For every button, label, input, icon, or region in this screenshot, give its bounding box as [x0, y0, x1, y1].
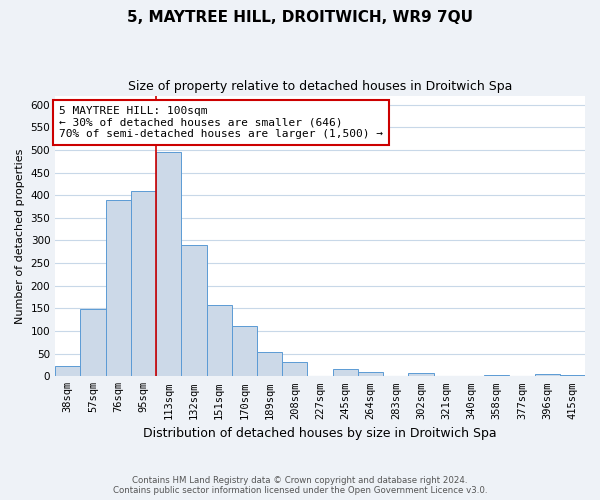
Bar [332, 369, 358, 376]
Text: 5, MAYTREE HILL, DROITWICH, WR9 7QU: 5, MAYTREE HILL, DROITWICH, WR9 7QU [127, 10, 473, 25]
Bar [206, 305, 232, 376]
Y-axis label: Number of detached properties: Number of detached properties [15, 148, 25, 324]
Bar [232, 326, 257, 376]
Bar [535, 374, 560, 376]
Text: Contains HM Land Registry data © Crown copyright and database right 2024.
Contai: Contains HM Land Registry data © Crown c… [113, 476, 487, 495]
X-axis label: Distribution of detached houses by size in Droitwich Spa: Distribution of detached houses by size … [143, 427, 497, 440]
Title: Size of property relative to detached houses in Droitwich Spa: Size of property relative to detached ho… [128, 80, 512, 93]
Bar [156, 152, 181, 376]
Bar [131, 190, 156, 376]
Bar [282, 362, 307, 376]
Bar [257, 352, 282, 376]
Bar [409, 372, 434, 376]
Bar [106, 200, 131, 376]
Text: 5 MAYTREE HILL: 100sqm
← 30% of detached houses are smaller (646)
70% of semi-de: 5 MAYTREE HILL: 100sqm ← 30% of detached… [59, 106, 383, 139]
Bar [55, 366, 80, 376]
Bar [181, 245, 206, 376]
Bar [80, 310, 106, 376]
Bar [358, 372, 383, 376]
